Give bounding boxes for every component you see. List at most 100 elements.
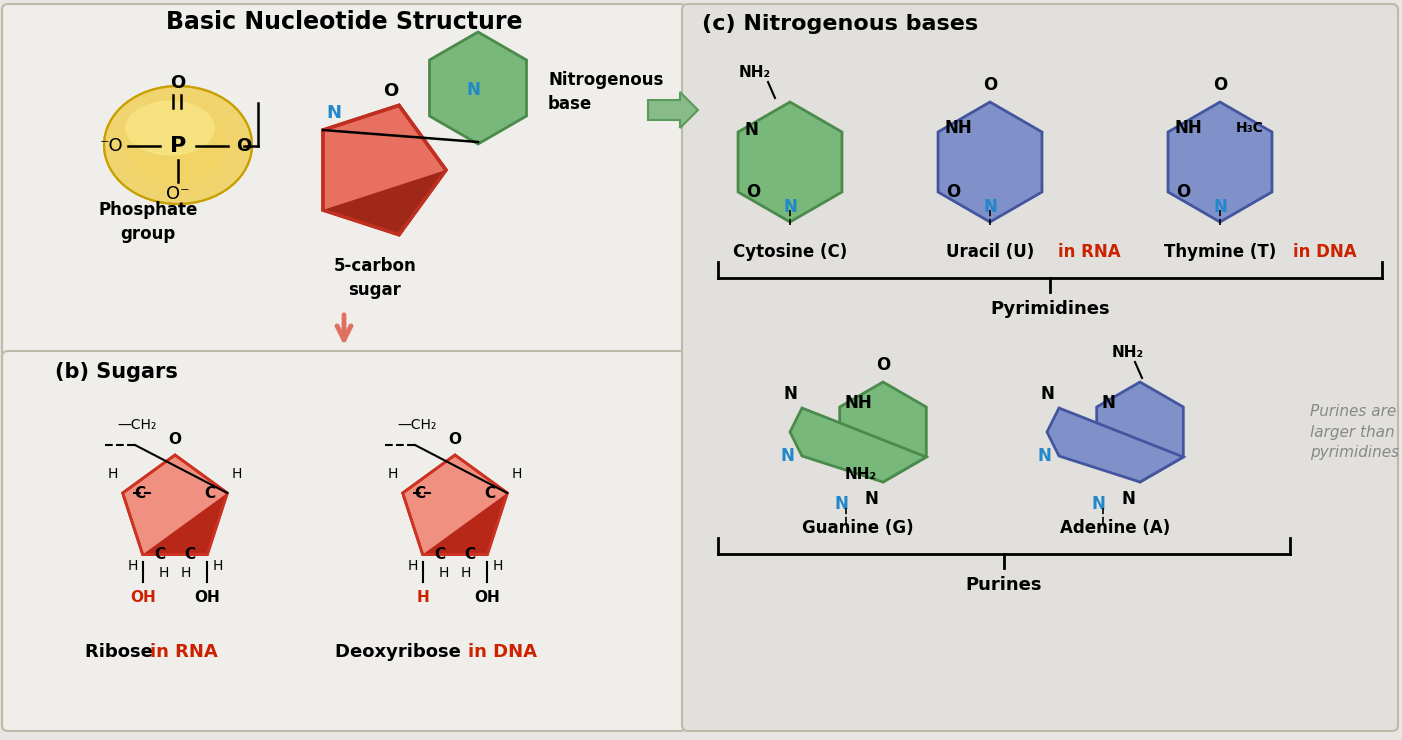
- Text: H: H: [128, 559, 137, 574]
- Text: C: C: [484, 485, 495, 500]
- Text: (c) Nitrogenous bases: (c) Nitrogenous bases: [702, 14, 979, 34]
- Polygon shape: [1168, 102, 1272, 222]
- Text: N: N: [1213, 198, 1227, 216]
- Text: O: O: [1213, 76, 1227, 94]
- Text: H: H: [181, 567, 191, 580]
- Polygon shape: [648, 92, 698, 128]
- Text: N: N: [1037, 447, 1052, 465]
- Text: NH₂: NH₂: [844, 467, 876, 482]
- Text: O: O: [383, 82, 398, 101]
- Text: H: H: [492, 559, 502, 574]
- Text: 5-carbon
sugar: 5-carbon sugar: [334, 258, 416, 299]
- Polygon shape: [322, 105, 446, 235]
- Text: H₃C: H₃C: [1237, 121, 1265, 135]
- Text: NH₂: NH₂: [739, 65, 771, 80]
- Ellipse shape: [149, 121, 207, 169]
- Text: H: H: [439, 567, 449, 580]
- Ellipse shape: [115, 95, 241, 195]
- Text: NH: NH: [944, 119, 972, 137]
- FancyBboxPatch shape: [1, 4, 686, 358]
- Text: O: O: [983, 76, 997, 94]
- Text: N: N: [784, 198, 796, 216]
- Polygon shape: [123, 455, 227, 554]
- Polygon shape: [1096, 382, 1183, 482]
- Ellipse shape: [104, 86, 252, 204]
- Text: N: N: [465, 81, 479, 99]
- Text: in DNA: in DNA: [468, 643, 537, 661]
- Text: N: N: [983, 198, 997, 216]
- Text: (b) Sugars: (b) Sugars: [55, 362, 178, 382]
- Text: in RNA: in RNA: [1059, 243, 1120, 261]
- Text: C: C: [184, 547, 195, 562]
- Text: in RNA: in RNA: [150, 643, 217, 661]
- Text: Purines: Purines: [966, 576, 1042, 594]
- Text: ⁻O: ⁻O: [100, 137, 123, 155]
- Text: H: H: [387, 467, 398, 481]
- Text: O: O: [946, 183, 960, 201]
- Text: Pyrimidines: Pyrimidines: [990, 300, 1110, 318]
- Text: Ribose: Ribose: [86, 643, 158, 661]
- Polygon shape: [322, 170, 446, 235]
- Ellipse shape: [104, 86, 252, 204]
- Text: H: H: [108, 467, 118, 481]
- Text: Purines are
larger than
pyrimidines: Purines are larger than pyrimidines: [1309, 403, 1399, 460]
- Text: OH: OH: [474, 591, 501, 605]
- Text: H: H: [158, 567, 170, 580]
- FancyBboxPatch shape: [681, 4, 1398, 731]
- Text: O: O: [746, 183, 760, 201]
- Text: Adenine (A): Adenine (A): [1060, 519, 1171, 537]
- Text: in DNA: in DNA: [1293, 243, 1357, 261]
- Text: N: N: [784, 385, 796, 403]
- Text: N: N: [1102, 394, 1116, 412]
- Text: Cytosine (C): Cytosine (C): [733, 243, 847, 261]
- Text: O: O: [449, 432, 461, 447]
- Text: H: H: [461, 567, 471, 580]
- Text: O: O: [237, 137, 251, 155]
- Text: C: C: [154, 547, 165, 562]
- Text: C: C: [135, 485, 146, 500]
- Polygon shape: [143, 493, 227, 554]
- Text: N: N: [834, 495, 848, 513]
- Text: N: N: [744, 121, 758, 139]
- Text: —CH₂: —CH₂: [397, 418, 436, 432]
- Ellipse shape: [125, 101, 215, 155]
- Text: N: N: [780, 447, 794, 465]
- Text: H: H: [512, 467, 523, 481]
- Text: Nitrogenous
base: Nitrogenous base: [548, 71, 663, 112]
- Polygon shape: [789, 408, 927, 482]
- Text: C: C: [464, 547, 475, 562]
- Text: O⁻: O⁻: [167, 185, 189, 203]
- Text: N: N: [1040, 385, 1054, 403]
- Text: O: O: [168, 432, 181, 447]
- Polygon shape: [938, 102, 1042, 222]
- Text: H: H: [233, 467, 243, 481]
- Text: Basic Nucleotide Structure: Basic Nucleotide Structure: [165, 10, 523, 34]
- Text: OH: OH: [130, 591, 156, 605]
- Text: N: N: [1122, 490, 1136, 508]
- Text: H: H: [408, 559, 418, 574]
- Text: Deoxyribose: Deoxyribose: [335, 643, 467, 661]
- Text: H: H: [212, 559, 223, 574]
- Polygon shape: [422, 493, 508, 554]
- Text: H: H: [416, 591, 429, 605]
- Text: NH₂: NH₂: [1112, 345, 1144, 360]
- Text: N: N: [327, 104, 341, 122]
- Text: Thymine (T): Thymine (T): [1164, 243, 1276, 261]
- FancyBboxPatch shape: [1, 351, 686, 731]
- Text: NH: NH: [844, 394, 872, 412]
- Text: —CH₂: —CH₂: [118, 418, 157, 432]
- Text: Phosphate
group: Phosphate group: [98, 201, 198, 243]
- Polygon shape: [737, 102, 843, 222]
- Text: O: O: [876, 356, 890, 374]
- Ellipse shape: [130, 107, 226, 184]
- Text: N: N: [1091, 495, 1105, 513]
- Polygon shape: [429, 32, 527, 144]
- Text: C: C: [435, 547, 446, 562]
- Polygon shape: [402, 455, 508, 554]
- Text: C: C: [205, 485, 216, 500]
- Text: OH: OH: [195, 591, 220, 605]
- Text: NH: NH: [1173, 119, 1202, 137]
- Polygon shape: [1047, 408, 1183, 482]
- Text: Uracil (U): Uracil (U): [946, 243, 1035, 261]
- Text: O: O: [171, 74, 185, 92]
